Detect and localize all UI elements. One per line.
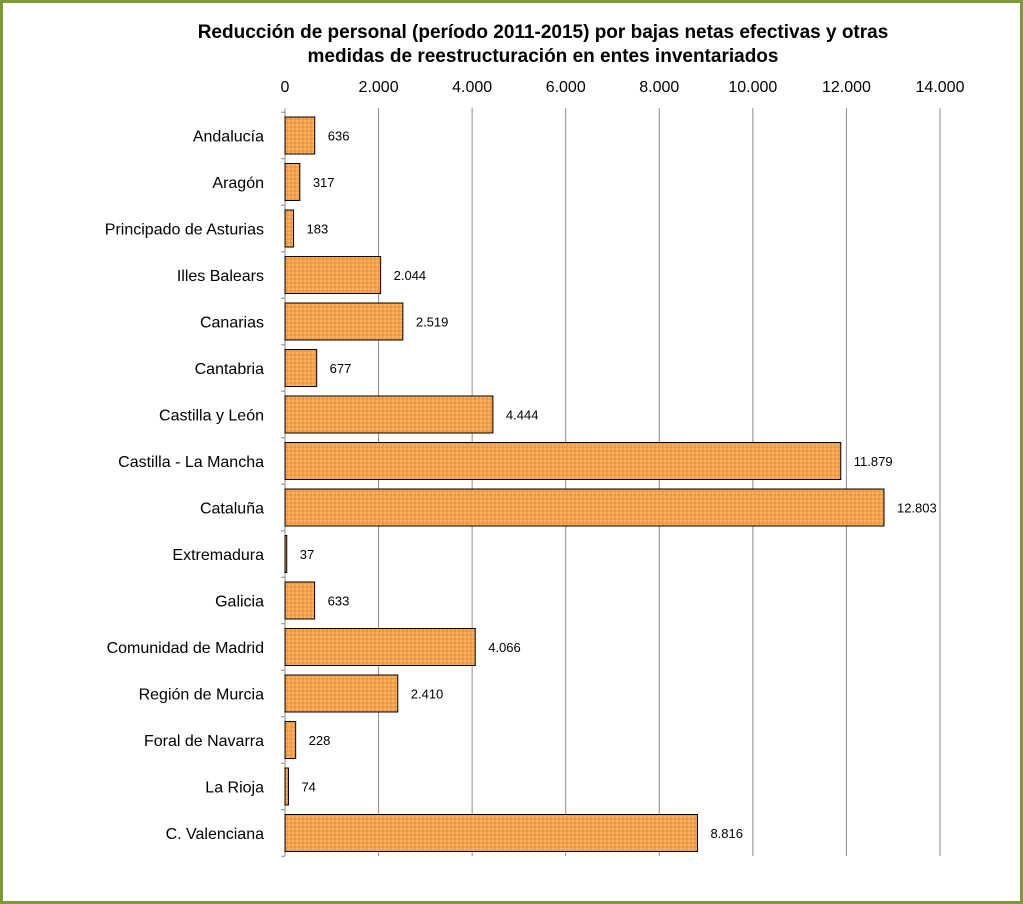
category-label: Cantabria <box>195 361 264 378</box>
data-label: 636 <box>328 129 350 144</box>
category-label: Principado de Asturias <box>105 222 264 239</box>
bar <box>284 256 382 294</box>
data-label: 317 <box>313 175 335 190</box>
category-label: Illes Balears <box>177 268 264 285</box>
category-label: Canarias <box>200 315 264 332</box>
data-label: 8.816 <box>710 826 743 841</box>
bar <box>284 349 318 387</box>
bar <box>284 163 301 201</box>
category-label: Comunidad de Madrid <box>107 640 264 657</box>
bar <box>284 628 476 666</box>
data-label: 37 <box>300 547 314 562</box>
bar <box>284 209 295 248</box>
bar <box>284 535 288 573</box>
bar <box>284 488 885 527</box>
x-tick-label: 4.000 <box>452 79 492 96</box>
category-label: Andalucía <box>193 129 264 146</box>
category-label: Extremadura <box>172 547 264 564</box>
bar <box>284 721 297 759</box>
data-label: 4.066 <box>488 640 521 655</box>
data-label: 228 <box>309 733 331 748</box>
bar <box>284 814 698 852</box>
x-tick-label: 12.000 <box>822 79 871 96</box>
data-label: 633 <box>328 594 350 609</box>
chart-title: Reducción de personal (período 2011-2015… <box>113 21 973 69</box>
x-tick-label: 6.000 <box>546 79 586 96</box>
category-label: La Rioja <box>205 780 264 797</box>
bar <box>284 581 316 620</box>
data-label: 74 <box>301 780 315 795</box>
chart-title-line-2: medidas de reestructuración en entes inv… <box>307 46 779 67</box>
data-label: 183 <box>307 222 329 237</box>
x-tick-label: 2.000 <box>359 79 399 96</box>
data-label: 677 <box>330 361 352 376</box>
x-tick-label: 0 <box>281 79 290 96</box>
bar <box>284 674 399 713</box>
data-label: 2.044 <box>394 268 427 283</box>
data-label: 2.519 <box>416 315 449 330</box>
chart-title-line-1: Reducción de personal (período 2011-2015… <box>197 22 889 43</box>
category-label: Castilla y León <box>159 408 264 425</box>
data-label: 12.803 <box>897 501 937 516</box>
bar <box>284 395 494 434</box>
x-tick-label: 8.000 <box>639 79 679 96</box>
category-label: Cataluña <box>200 501 264 518</box>
category-label: Foral de Navarra <box>144 733 264 750</box>
category-label: Aragón <box>212 175 264 192</box>
category-label: C. Valenciana <box>166 826 265 843</box>
data-label: 4.444 <box>506 408 539 423</box>
x-tick-label: 14.000 <box>916 79 965 96</box>
category-label: Galicia <box>215 594 264 611</box>
data-label: 11.879 <box>854 454 893 469</box>
x-tick-label: 10.000 <box>728 79 777 96</box>
category-label: Castilla - La Mancha <box>118 454 264 471</box>
bar <box>284 767 289 806</box>
data-label: 2.410 <box>411 687 444 702</box>
bar <box>284 302 404 341</box>
bar <box>284 116 316 155</box>
category-label: Región de Murcia <box>139 687 265 704</box>
bar <box>284 442 842 480</box>
